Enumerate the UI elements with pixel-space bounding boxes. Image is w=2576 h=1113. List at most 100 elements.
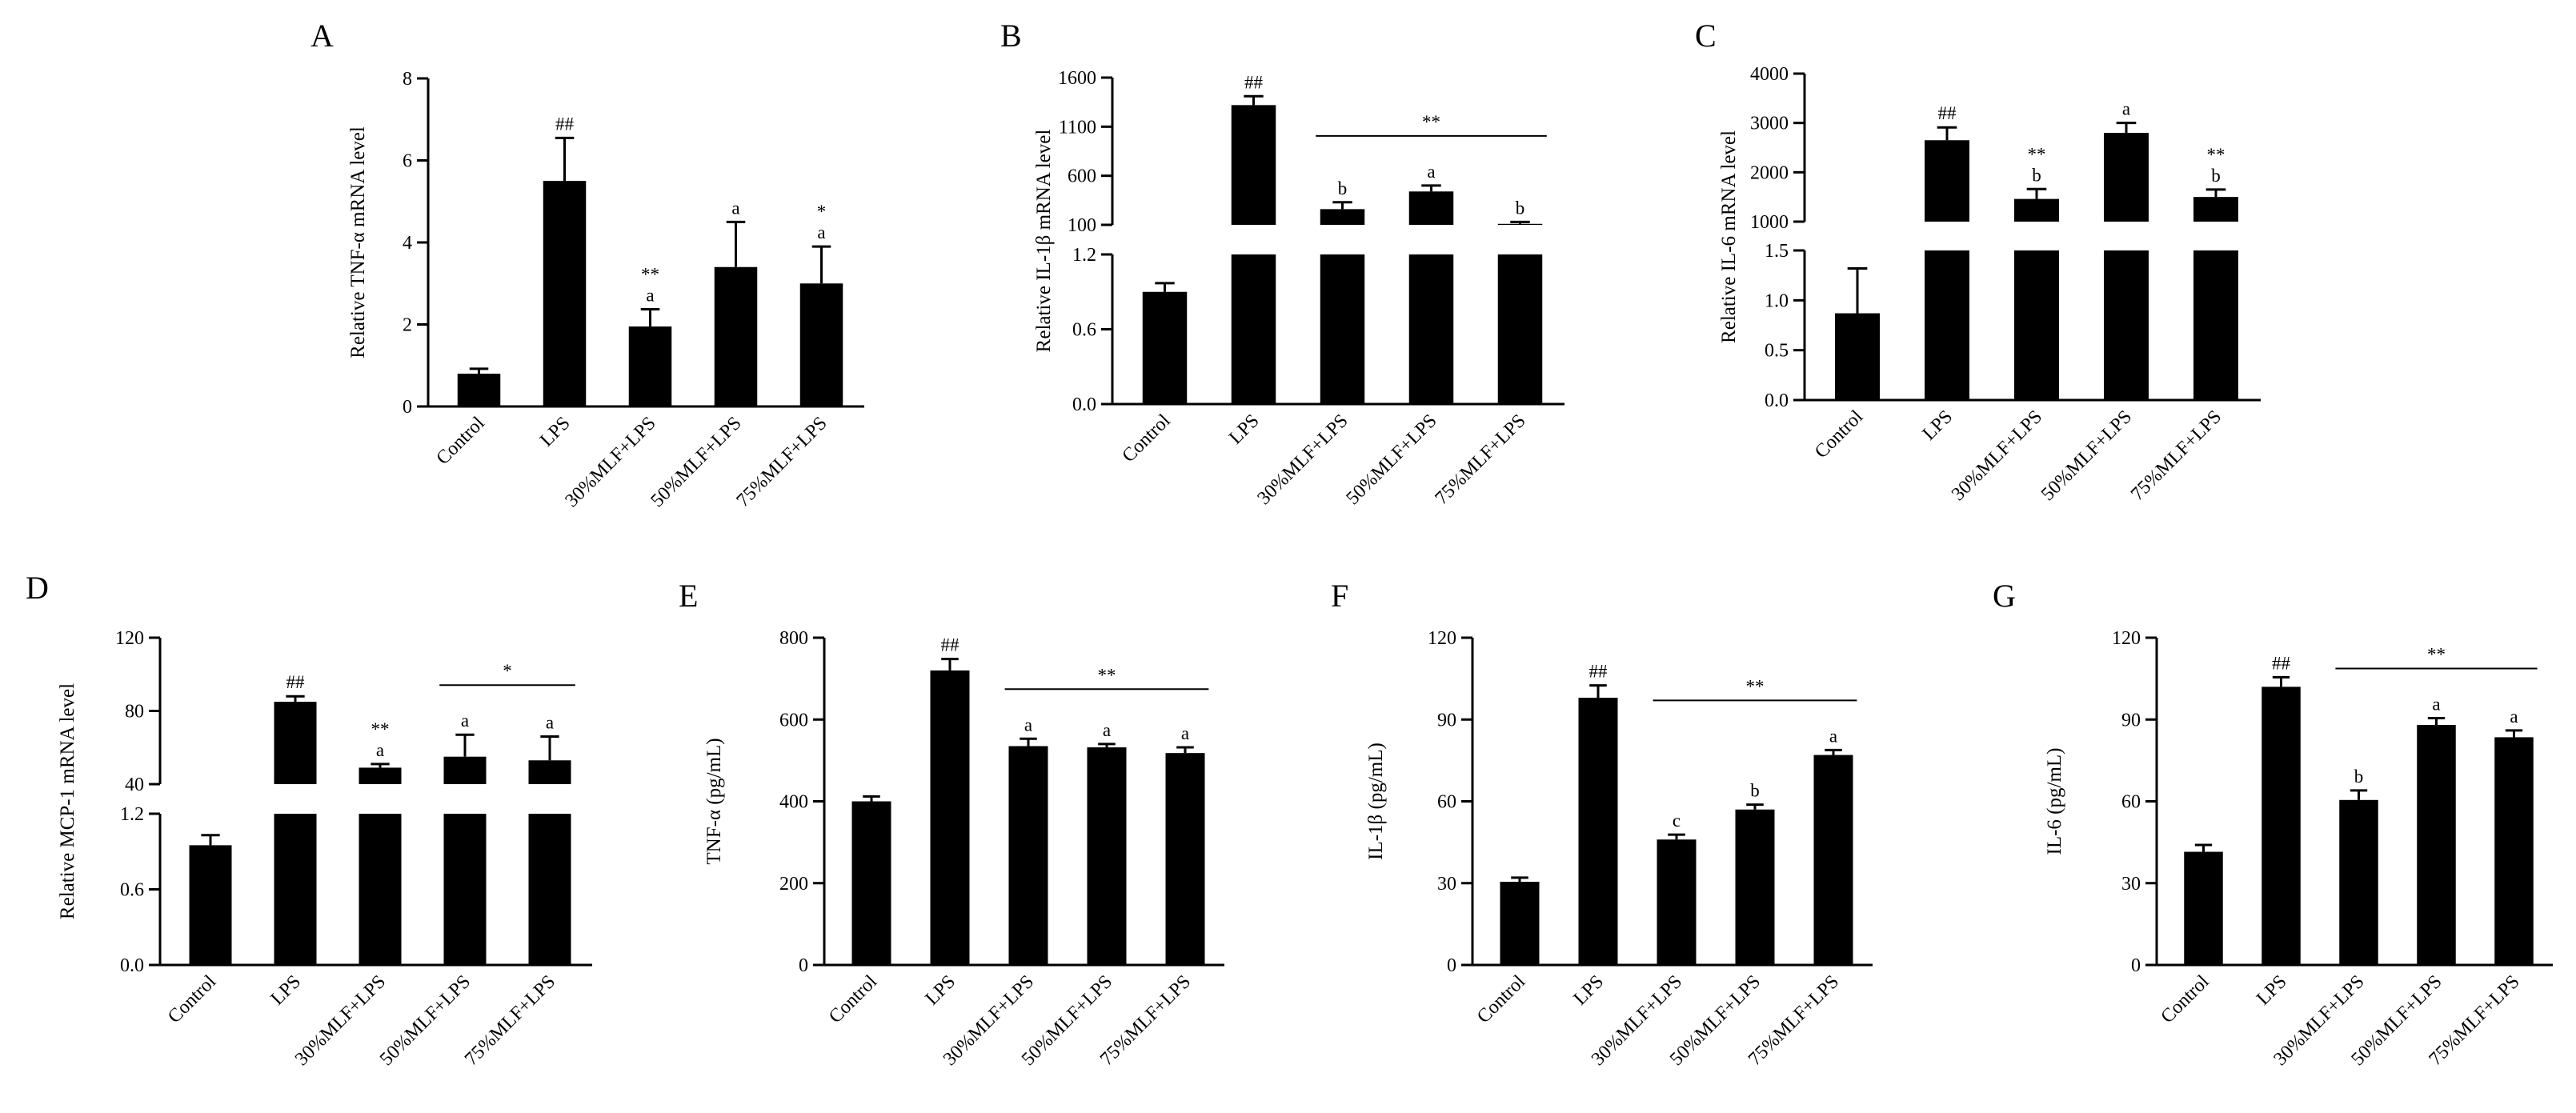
- panel-letter: G: [1993, 578, 2016, 614]
- significance-label: a: [2432, 695, 2440, 715]
- x-tick-label: Control: [2157, 971, 2213, 1027]
- y-tick-label: 0: [403, 397, 412, 418]
- y-tick-label: 40: [125, 775, 144, 795]
- y-tick-label: 600: [779, 710, 808, 731]
- y-tick-label: 0.0: [1765, 390, 1789, 411]
- significance-label: ##: [941, 635, 960, 655]
- bracket-label: **: [1422, 112, 1440, 132]
- significance-label: a: [1024, 715, 1032, 735]
- bar: [2494, 737, 2534, 965]
- significance-label: *: [817, 202, 827, 222]
- y-tick-label: 1600: [1058, 68, 1096, 89]
- significance-label: ##: [286, 672, 306, 692]
- x-tick-label: Control: [164, 971, 220, 1027]
- bar: [1735, 809, 1775, 965]
- panel-letter: D: [26, 570, 49, 606]
- x-tick-label: 50%MLF+LPS: [2037, 406, 2136, 505]
- y-axis-label: IL-6 (pg/mL): [2044, 748, 2065, 855]
- significance-label: ##: [555, 114, 575, 134]
- y-tick-label: 0: [799, 955, 808, 976]
- bar: [1925, 250, 1969, 400]
- y-tick-label: 120: [2112, 628, 2141, 649]
- bar: [2014, 198, 2059, 222]
- panel-letter: A: [310, 18, 334, 54]
- bar: [1500, 882, 1540, 965]
- bar: [799, 283, 843, 406]
- panel-letter: B: [1000, 18, 1022, 54]
- y-tick-label: 4: [403, 233, 412, 254]
- x-tick-label: LPS: [2253, 971, 2291, 1010]
- y-tick-label: 200: [779, 874, 808, 895]
- bar: [1142, 291, 1188, 404]
- significance-label: c: [1673, 811, 1681, 831]
- bar: [1320, 254, 1365, 404]
- significance-label: a: [2122, 99, 2130, 119]
- bar: [1925, 140, 1969, 222]
- significance-label: **: [641, 265, 659, 285]
- panel-c: C Relative IL-6 mRNA level 1000 2000 3000 400…: [1695, 18, 2261, 505]
- y-axis-label: Relative TNF-α mRNA level: [347, 126, 369, 358]
- bar: [1657, 839, 1697, 965]
- bar: [1497, 223, 1543, 225]
- x-tick-label: 50%MLF+LPS: [647, 413, 746, 511]
- bar: [1320, 209, 1365, 225]
- bar: [1231, 254, 1276, 404]
- significance-label: **: [2028, 144, 2046, 164]
- y-tick-label: 0.5: [1765, 341, 1789, 362]
- bar: [2104, 250, 2149, 400]
- panel-letter: E: [679, 578, 698, 614]
- bar: [628, 326, 672, 406]
- bar: [2193, 197, 2238, 222]
- x-tick-label: LPS: [1225, 410, 1264, 449]
- panel-letter: C: [1695, 18, 1717, 54]
- bar: [2193, 250, 2238, 400]
- significance-label: b: [1516, 198, 1525, 218]
- panel-letter: F: [1331, 578, 1348, 614]
- significance-label: ##: [2272, 653, 2291, 673]
- bar: [274, 702, 317, 784]
- x-tick-label: 75%MLF+LPS: [733, 413, 831, 511]
- significance-label: ##: [1589, 662, 1608, 682]
- x-tick-label: Control: [825, 971, 881, 1027]
- y-tick-label: 90: [1437, 710, 1456, 731]
- x-tick-label: 30%MLF+LPS: [1254, 410, 1352, 509]
- x-tick-label: 75%MLF+LPS: [2127, 406, 2225, 505]
- y-tick-label: 100: [1068, 215, 1096, 236]
- significance-label: a: [461, 711, 469, 731]
- significance-label: ##: [1244, 72, 1264, 92]
- bar: [1813, 755, 1853, 965]
- y-axis-label: Relative IL-1β mRNA level: [1033, 130, 1055, 353]
- significance-label: b: [2032, 165, 2041, 185]
- x-tick-label: Control: [1118, 410, 1174, 466]
- significance-label: a: [1829, 726, 1837, 746]
- significance-label: ##: [1938, 103, 1957, 123]
- y-tick-label: 2000: [1750, 162, 1789, 183]
- x-tick-label: Control: [1811, 406, 1867, 462]
- x-tick-label: LPS: [1570, 971, 1608, 1010]
- bar: [2417, 725, 2456, 965]
- x-tick-label: 75%MLF+LPS: [1432, 410, 1530, 509]
- bar: [528, 760, 571, 784]
- bar: [274, 814, 317, 965]
- bar: [1408, 254, 1454, 404]
- y-tick-label: 1000: [1750, 212, 1789, 233]
- bar: [189, 845, 232, 965]
- bar: [1231, 105, 1276, 225]
- x-tick-label: 30%MLF+LPS: [562, 413, 660, 511]
- y-tick-label: 3000: [1750, 114, 1789, 134]
- bar: [714, 266, 758, 406]
- y-axis-label: TNF-α (pg/mL): [703, 738, 725, 864]
- bar: [1408, 191, 1454, 225]
- significance-label: a: [646, 286, 654, 306]
- y-tick-label: 1100: [1059, 117, 1096, 138]
- panel-f: FIL-1β (pg/mL)0306090120Control##LPSc30%…: [1331, 578, 1873, 1070]
- significance-label: **: [2207, 145, 2225, 165]
- y-tick-label: 0.6: [120, 880, 144, 901]
- x-tick-label: LPS: [267, 971, 306, 1010]
- x-tick-label: 75%MLF+LPS: [461, 971, 559, 1070]
- significance-label: a: [1103, 720, 1111, 740]
- bar: [1497, 254, 1543, 404]
- y-tick-label: 600: [1068, 166, 1096, 187]
- bar: [2262, 687, 2301, 965]
- y-tick-label: 0.6: [1072, 320, 1096, 341]
